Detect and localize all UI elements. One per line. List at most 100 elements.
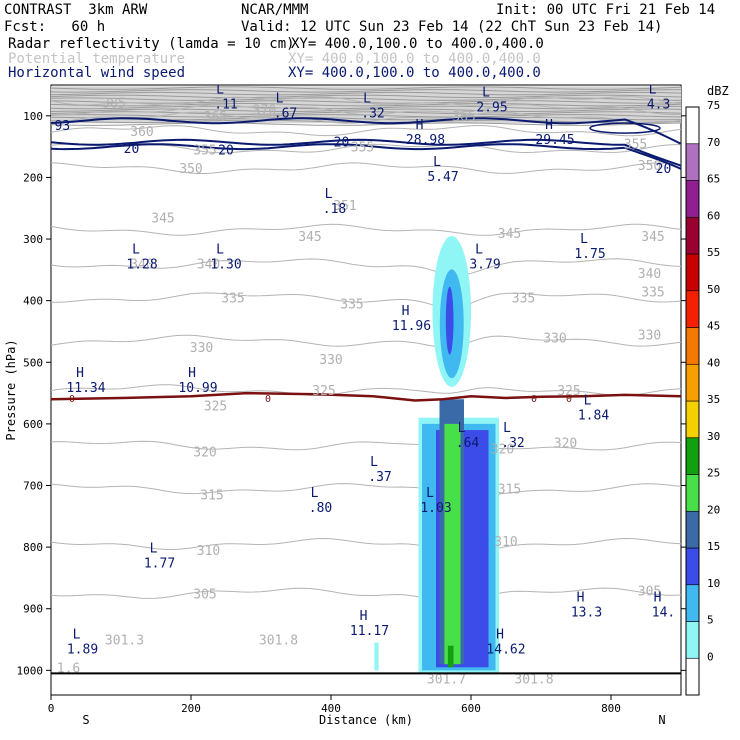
wind-label: 5.93	[39, 119, 70, 134]
field-label-wind: Horizontal wind speed	[8, 65, 186, 81]
extremum-value: 28.98	[406, 133, 445, 148]
isentrope-310	[51, 537, 681, 557]
extremum-value: .11	[214, 97, 237, 112]
extremum-value: 3.79	[469, 258, 500, 273]
extremum-value: 13.3	[571, 606, 602, 621]
theta-label: 345	[498, 227, 521, 242]
colorbar-frame	[685, 106, 700, 696]
extremum-marker: L	[649, 82, 657, 97]
colorbar-label: 60	[707, 209, 720, 222]
theta-label: 335	[221, 292, 244, 307]
extremum-value: 1.77	[144, 556, 175, 571]
colorbar-swatch-45	[685, 327, 700, 365]
extremum-value: 10.99	[178, 381, 217, 396]
freezing-level-line	[51, 391, 681, 402]
colorbar-swatch-25	[685, 474, 700, 512]
valid-time: Valid: 12 UTC Sun 23 Feb 14 (22 ChT Sun …	[241, 19, 663, 35]
stratosphere-theta-line	[51, 91, 681, 96]
extremum-marker: H	[360, 609, 368, 624]
theta-label: 325	[312, 384, 335, 399]
colorbar-label: 75	[707, 99, 720, 112]
theta-label: 335	[641, 285, 664, 300]
colorbar-label: 15	[707, 540, 720, 553]
extremum-value: 1.30	[210, 258, 241, 273]
extremum-value: 1.28	[126, 258, 157, 273]
extremum-value: .37	[368, 470, 391, 485]
theta-label: 305	[638, 584, 661, 599]
plot-area	[50, 84, 682, 696]
extremum-value: .64	[456, 436, 480, 451]
stratosphere-theta-line	[51, 89, 681, 93]
extremum-marker: H	[577, 591, 585, 606]
extremum-marker: L	[216, 82, 224, 97]
y-tick-label: 800	[23, 541, 43, 554]
extremum-marker: L	[363, 92, 371, 107]
init-time: Init: 00 UTC Fri 21 Feb 14	[496, 2, 716, 18]
stratosphere-theta-line	[51, 108, 681, 113]
theta-label: 315	[498, 483, 521, 498]
extremum-marker: H	[402, 304, 410, 319]
colorbar-swatch-65	[685, 180, 700, 218]
y-tick-label: 900	[23, 603, 43, 616]
theta-label: 355	[624, 138, 647, 153]
theta-label: 365	[204, 110, 227, 125]
theta-label: 301.3	[105, 634, 144, 649]
wind-label: 20	[124, 142, 140, 157]
theta-label: 330	[543, 332, 566, 347]
colorbar-label: 5	[707, 614, 714, 627]
extremum-marker: L	[73, 628, 81, 643]
colorbar-swatch-10	[685, 584, 700, 622]
theta-label: 320	[491, 443, 514, 458]
theta-label: 365	[452, 110, 475, 125]
theta-label: 345	[151, 211, 174, 226]
freezing-level-label: 0	[265, 394, 271, 405]
extremum-value: .67	[274, 107, 297, 122]
extremum-value: .18	[323, 202, 346, 217]
isentrope-325	[51, 384, 681, 396]
theta-label: 355	[351, 141, 374, 156]
theta-label: 340	[197, 258, 220, 273]
theta-label: 345	[298, 230, 321, 245]
theta-label: 330	[638, 329, 661, 344]
isentrope-340	[51, 258, 681, 277]
colorbar-swatch-50	[685, 290, 700, 328]
reflectivity-column-25dbz	[444, 423, 461, 665]
colorbar-label: 70	[707, 136, 720, 149]
y-tick-label: 500	[23, 356, 43, 369]
colorbar-label: 10	[707, 577, 720, 590]
colorbar-label: 30	[707, 430, 720, 443]
extremum-marker: L	[276, 92, 284, 107]
colorbar-label: 40	[707, 356, 720, 369]
field-xy-theta: XY= 400.0,100.0 to 400.0,400.0	[288, 51, 541, 67]
stratosphere-theta-line	[51, 86, 681, 90]
isentrope-315	[51, 483, 681, 497]
colorbar-label: 65	[707, 173, 720, 186]
stratosphere-theta-line	[51, 122, 681, 126]
colorbar-swatch-40	[685, 363, 700, 402]
extremum-value: 14.	[652, 606, 675, 621]
colorbar-label: 45	[707, 320, 720, 333]
colorbar-label: 35	[707, 393, 720, 406]
theta-label: 310	[494, 535, 517, 550]
y-tick-label: 100	[23, 110, 43, 123]
theta-label: 301.8	[514, 672, 553, 687]
extremum-marker: L	[584, 393, 592, 408]
colorbar-swatch-0	[685, 657, 700, 696]
freezing-level-label: 0	[566, 394, 572, 405]
theta-label: 301.8	[259, 634, 298, 649]
colorbar-swatch-70	[685, 143, 700, 181]
extremum-marker: L	[311, 486, 319, 501]
theta-label: 360	[130, 125, 153, 140]
x-tick-label: 0	[48, 702, 55, 715]
stratosphere-theta-line	[51, 94, 681, 99]
x-tick-label: 600	[461, 702, 481, 715]
colorbar-swatch-60	[685, 216, 700, 255]
forecast-hour: Fcst: 60 h	[4, 19, 106, 35]
extremum-marker: L	[458, 421, 466, 436]
extremum-marker: L	[132, 243, 140, 258]
colorbar-swatch-30	[685, 437, 700, 475]
wind-label: 20	[656, 162, 672, 177]
x-tick-label: 800	[601, 702, 621, 715]
theta-label: 335	[340, 298, 363, 313]
